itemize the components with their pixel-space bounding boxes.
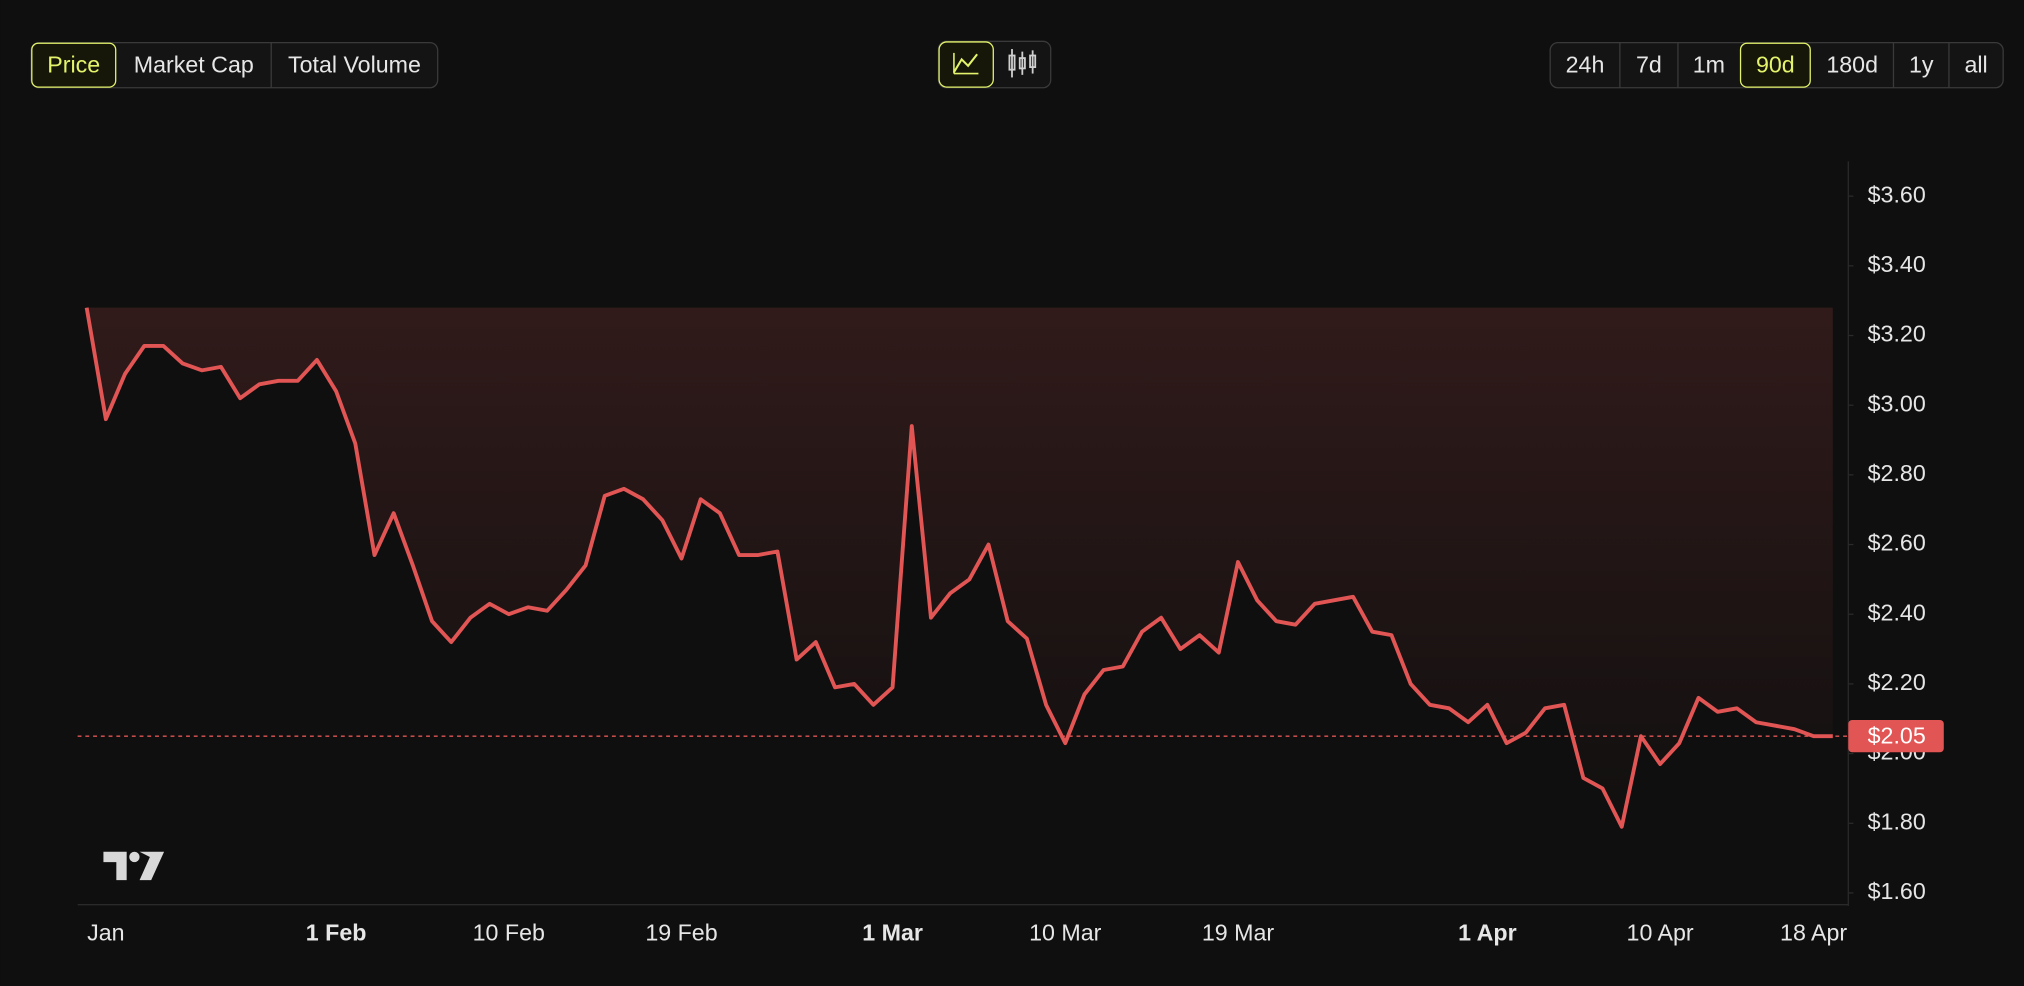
- current-price-tag: [1848, 720, 1944, 753]
- x-tick-label: 1 Mar: [862, 920, 923, 946]
- metric-button[interactable]: [31, 42, 117, 88]
- y-tick-label: $2.80: [1868, 460, 1926, 486]
- candle-icon: [1008, 49, 1037, 78]
- x-tick-label: 10 Feb: [473, 920, 545, 946]
- area: [86, 307, 1833, 827]
- y-tick-label: $3.60: [1868, 181, 1926, 207]
- metric-label: Market Cap: [134, 52, 254, 78]
- range-label: 1m: [1693, 52, 1725, 78]
- y-tick-label: $3.00: [1868, 390, 1926, 416]
- x-tick-label: 1 Feb: [306, 920, 367, 946]
- y-tick-label: $2.60: [1868, 530, 1926, 556]
- range-label: 1y: [1909, 52, 1934, 78]
- tradingview-logo: [103, 851, 165, 881]
- x-axis-labels: Jan 1 Feb 10 Feb 19 Feb 1 Mar 10 Mar 19 Mar 1 A…: [87, 920, 1847, 946]
- y-tick-label: $3.20: [1868, 321, 1926, 347]
- range-label: all: [1964, 52, 1987, 78]
- line-icon: [953, 53, 978, 73]
- x-tick-label: 10 Apr: [1627, 920, 1694, 946]
- price-line: [84, 307, 1833, 829]
- range-label: 24h: [1566, 52, 1605, 78]
- x-tick-label: 19 Mar: [1202, 920, 1275, 946]
- y-tick-label: $2.20: [1868, 669, 1926, 695]
- y-tick-label: $2.40: [1868, 599, 1926, 625]
- current-price-label: $2.05: [1868, 723, 1926, 749]
- x-tick-label: 1 Apr: [1458, 920, 1517, 946]
- y-tick-label: $3.40: [1868, 251, 1926, 277]
- x-tick-label: 10 Mar: [1029, 920, 1102, 946]
- x-tick-label: Jan: [87, 920, 124, 946]
- metric-label: Price: [47, 52, 100, 78]
- chart-kind-toggle: [937, 40, 1052, 89]
- x-tick-label: 19 Feb: [645, 920, 717, 946]
- y-tick-label: $1.60: [1868, 878, 1926, 904]
- range-label: 180d: [1826, 52, 1878, 78]
- metric-label: Total Volume: [288, 52, 421, 78]
- range-button[interactable]: [1739, 42, 1811, 88]
- range-label: 7d: [1636, 52, 1662, 78]
- range-label: 90d: [1756, 52, 1795, 78]
- y-tick-label: $1.80: [1868, 808, 1926, 834]
- x-tick-label: 18 Apr: [1780, 920, 1847, 946]
